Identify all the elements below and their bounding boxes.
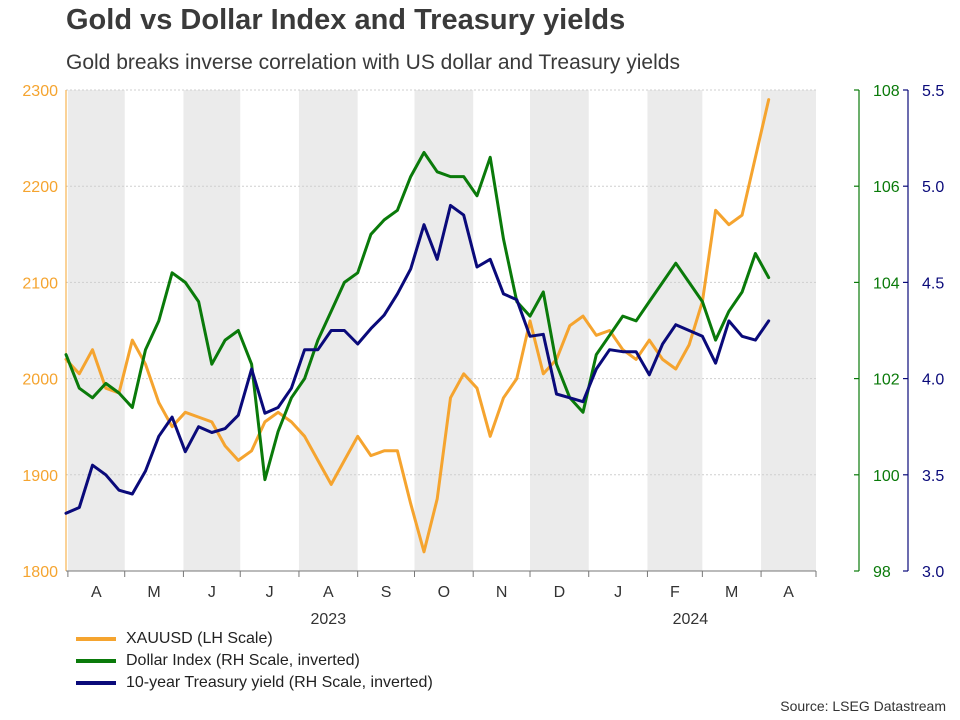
x-month-label: M [147, 584, 160, 601]
shade-month-4 [298, 90, 358, 571]
left-tick-label: 2200 [22, 179, 58, 196]
shade-month-8 [530, 90, 589, 571]
treasury-yield-line [64, 203, 771, 515]
left-tick-label: 2000 [22, 372, 58, 389]
treasury-yield-tick-label: 3.5 [922, 468, 944, 485]
legend-label-treasury-yield: 10-year Treasury yield (RH Scale, invert… [126, 674, 433, 691]
dollar-index-tick-label: 98 [873, 564, 891, 581]
legend-item-treasury-yield: 10-year Treasury yield (RH Scale, invert… [76, 672, 433, 694]
legend-swatch-gold [76, 637, 116, 641]
gold-line [64, 98, 771, 554]
dollar-index-tick-label: 104 [873, 275, 900, 292]
x-year-label: 2024 [673, 611, 709, 628]
treasury-yield-tick-label: 5.5 [922, 83, 944, 100]
x-month-label: S [381, 584, 392, 601]
x-month-label: A [783, 584, 794, 601]
series-lines [64, 98, 771, 554]
x-month-label: M [725, 584, 738, 601]
legend-label-dollar-index: Dollar Index (RH Scale, inverted) [126, 652, 360, 669]
chart-title: Gold vs Dollar Index and Treasury yields [66, 4, 626, 36]
x-month-label: D [554, 584, 566, 601]
legend-item-gold: XAUUSD (LH Scale) [76, 628, 433, 650]
x-month-label: N [496, 584, 508, 601]
x-month-label: J [208, 584, 216, 601]
x-month-label: O [438, 584, 450, 601]
legend-swatch-dollar-index [76, 659, 116, 663]
legend-swatch-treasury-yield [76, 681, 116, 685]
left-tick-label: 1800 [22, 564, 58, 581]
axes: 1800 1900 2000 2100 2200 2300 A M J J A S O N D J F M A 202… [22, 83, 944, 628]
x-month-label: J [614, 584, 622, 601]
source-note: Source: LSEG Datastream [780, 698, 946, 714]
dollar-index-tick-label: 100 [873, 468, 900, 485]
shade-month-0 [67, 90, 125, 571]
left-tick-label: 1900 [22, 468, 58, 485]
shade-month-12 [761, 90, 816, 571]
dollar-index-tick-label: 106 [873, 179, 900, 196]
left-tick-label: 2100 [22, 275, 58, 292]
shade-month-2 [183, 90, 241, 571]
month-shading [67, 90, 816, 571]
x-month-label: J [266, 584, 274, 601]
legend-label-gold: XAUUSD (LH Scale) [126, 630, 273, 647]
treasury-yield-tick-label: 4.5 [922, 275, 944, 292]
x-month-label: F [670, 584, 680, 601]
treasury-yield-tick-label: 5.0 [922, 179, 944, 196]
x-month-label: A [323, 584, 334, 601]
treasury-yield-tick-label: 4.0 [922, 372, 944, 389]
legend-item-dollar-index: Dollar Index (RH Scale, inverted) [76, 650, 433, 672]
dollar-index-tick-label: 102 [873, 372, 900, 389]
chart-subtitle: Gold breaks inverse correlation with US … [66, 51, 680, 74]
x-year-label: 2023 [311, 611, 347, 628]
dollar-index-line [64, 151, 771, 482]
left-tick-label: 2300 [22, 83, 58, 100]
treasury-yield-tick-label: 3.0 [922, 564, 944, 581]
x-month-label: A [91, 584, 102, 601]
legend: XAUUSD (LH Scale) Dollar Index (RH Scale… [76, 628, 433, 694]
dollar-index-tick-label: 108 [873, 83, 900, 100]
shade-month-6 [414, 90, 474, 571]
